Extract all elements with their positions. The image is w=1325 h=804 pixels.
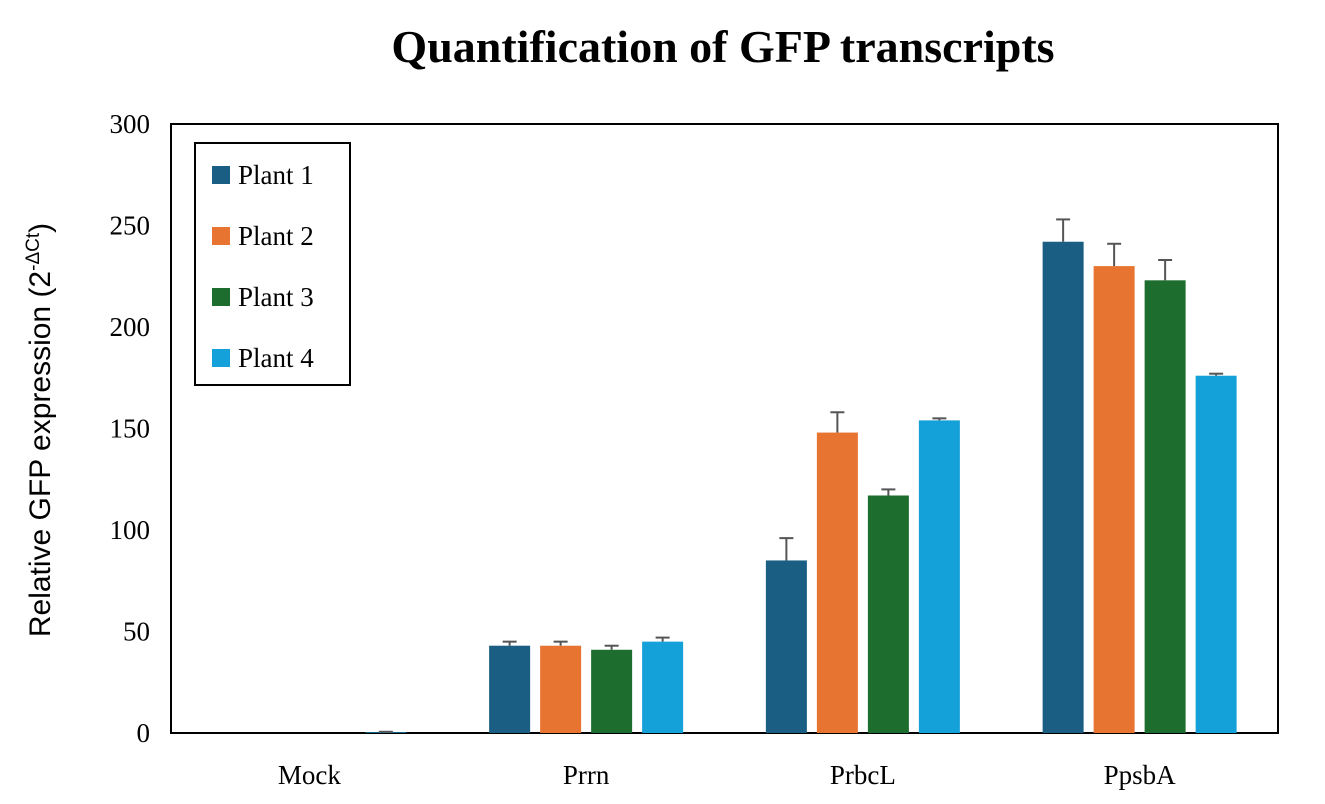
bar: [918, 420, 960, 733]
error-bars-group: [378, 218, 1224, 733]
legend-swatch: [212, 227, 230, 245]
legend: Plant 1 Plant 2 Plant 3 Plant 4: [194, 142, 351, 386]
bar: [816, 432, 858, 733]
y-axis-ticks: 0 50 100 150 200 250 300: [110, 109, 151, 748]
bar: [1195, 375, 1237, 733]
bar: [1042, 241, 1084, 734]
bar: [540, 645, 582, 733]
legend-label: Plant 4: [238, 343, 314, 373]
bar: [1093, 266, 1135, 733]
legend-swatch: [212, 288, 230, 306]
plot-frame: [170, 123, 1279, 734]
legend-label: Plant 2: [238, 221, 314, 251]
x-category-label: Prrn: [563, 760, 610, 790]
legend-label: Plant 3: [238, 282, 314, 312]
y-tick-label: 250: [110, 211, 151, 241]
bar: [867, 495, 909, 733]
legend-swatch: [212, 349, 230, 367]
y-axis-label: Relative GFP expression (2-ΔCt): [23, 223, 57, 637]
y-tick-label: 200: [110, 312, 151, 342]
chart-title: Quantification of GFP transcripts: [391, 21, 1054, 72]
y-tick-label: 50: [123, 617, 150, 647]
y-axis-label-main: Relative GFP expression (2: [24, 271, 57, 637]
x-category-label: Mock: [278, 760, 341, 790]
legend-swatch: [212, 166, 230, 184]
y-axis-label-superscript: -ΔCt: [23, 232, 44, 271]
bar: [765, 560, 807, 733]
x-axis-categories: Mock Prrn PrbcL PpsbA: [278, 760, 1176, 790]
y-tick-label: 300: [110, 109, 151, 139]
bar: [1144, 280, 1186, 733]
bar: [489, 645, 531, 733]
x-category-label: PrbcL: [830, 760, 896, 790]
y-tick-label: 150: [110, 414, 151, 444]
x-category-label: PpsbA: [1104, 760, 1177, 790]
bar: [642, 641, 684, 733]
bar: [591, 649, 633, 733]
legend-label: Plant 1: [238, 160, 314, 190]
y-axis-label-close: ): [24, 223, 57, 233]
plot-area: [170, 123, 1279, 734]
y-tick-label: 0: [137, 718, 151, 748]
bars-group: [365, 241, 1237, 734]
y-tick-label: 100: [110, 515, 151, 545]
